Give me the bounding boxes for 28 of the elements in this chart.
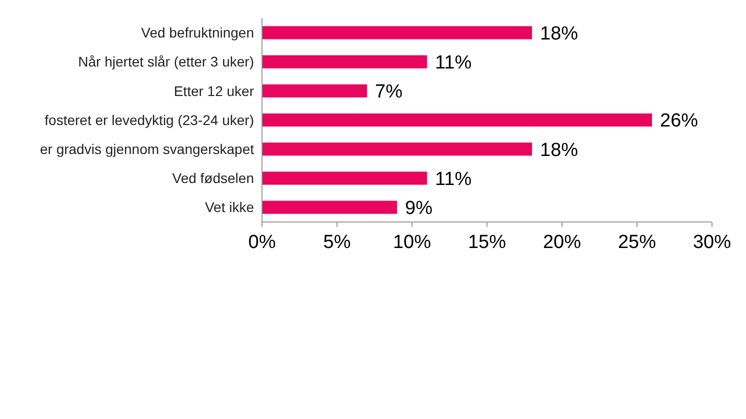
bar — [262, 113, 652, 127]
data-label: 26% — [660, 110, 698, 132]
y-tick-label: er gradvis gjennom svangerskapet — [40, 141, 254, 157]
bar — [262, 26, 532, 40]
x-tick-label: 5% — [323, 232, 351, 253]
y-tick-label: Ved befruktningen — [141, 24, 254, 41]
bar — [262, 172, 427, 185]
y-tick-label: Etter 12 uker — [174, 82, 254, 99]
bar — [262, 84, 367, 98]
x-tick-label: 10% — [392, 232, 432, 253]
bar — [262, 55, 427, 68]
y-tick-label: Ved fødselen — [172, 170, 254, 186]
x-tick-label: 15% — [468, 232, 506, 253]
x-tick-label: 0% — [248, 232, 276, 253]
x-tick-label: 20% — [542, 232, 582, 253]
data-label: 11% — [435, 52, 472, 74]
data-label: 7% — [375, 82, 403, 103]
x-tick-label: 25% — [618, 232, 656, 253]
bar — [262, 142, 532, 156]
x-tick-label: 30% — [692, 232, 732, 253]
data-label: 18% — [540, 23, 578, 44]
y-tick-label: Når hjertet slår (etter 3 uker) — [78, 54, 254, 70]
data-label: 11% — [435, 168, 472, 190]
data-label: 18% — [540, 140, 578, 161]
data-label: 9% — [405, 198, 433, 219]
y-tick-label: Vet ikke — [204, 199, 254, 216]
y-tick-label: fosteret er levedyktig (23-24 uker) — [44, 112, 254, 128]
bar — [262, 200, 397, 214]
